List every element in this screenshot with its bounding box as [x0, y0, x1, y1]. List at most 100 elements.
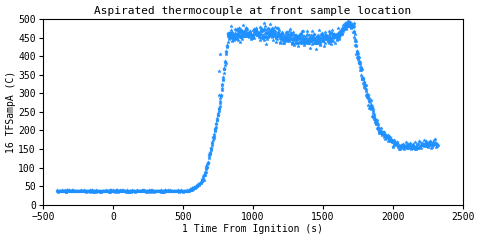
Point [294, 36, 301, 40]
Point [360, 82, 367, 85]
Point [232, 35, 240, 39]
Point [236, 35, 243, 38]
Point [425, 144, 433, 147]
Point [112, 189, 120, 193]
Point [308, 36, 316, 40]
Point [80, 189, 87, 193]
Point [224, 32, 232, 36]
Point [252, 33, 260, 37]
Point [415, 145, 423, 149]
Point [311, 41, 319, 45]
Point [137, 189, 145, 193]
Point [309, 36, 317, 40]
Point [255, 31, 263, 35]
Point [318, 37, 326, 41]
Point [332, 34, 339, 38]
Point [346, 20, 354, 24]
Point [390, 138, 398, 142]
Point [84, 189, 91, 193]
Point [253, 30, 261, 34]
Point [59, 189, 67, 193]
Point [115, 189, 122, 193]
Point [330, 32, 338, 36]
Point [339, 27, 347, 31]
Point [218, 82, 226, 86]
Point [311, 37, 319, 41]
Point [214, 114, 221, 117]
Point [249, 34, 257, 38]
Point [339, 29, 347, 33]
Point [166, 188, 174, 192]
Point [293, 37, 301, 41]
Point [373, 126, 381, 130]
Point [260, 35, 267, 39]
Point [129, 189, 136, 193]
Point [114, 190, 122, 193]
Point [75, 189, 83, 193]
Point [317, 37, 324, 41]
Point [282, 32, 290, 36]
Point [281, 34, 289, 38]
Point [132, 190, 139, 193]
Point [369, 110, 377, 114]
Point [185, 189, 192, 193]
Point [355, 60, 363, 64]
Point [288, 41, 296, 45]
Point [238, 35, 245, 39]
Point [72, 190, 79, 193]
Point [262, 24, 269, 28]
Point [429, 143, 436, 146]
Point [377, 130, 384, 134]
Point [276, 41, 284, 45]
Point [175, 190, 182, 193]
Point [183, 189, 191, 192]
Point [307, 36, 315, 40]
Point [304, 37, 312, 41]
Point [214, 113, 222, 117]
Point [105, 189, 113, 193]
Point [203, 164, 210, 168]
Point [265, 32, 273, 36]
Point [239, 29, 246, 33]
Point [338, 31, 346, 35]
Point [389, 140, 396, 144]
Point [249, 35, 257, 39]
Point [319, 34, 326, 38]
Point [189, 187, 197, 191]
Point [330, 33, 338, 37]
Point [164, 189, 171, 193]
Point [272, 33, 279, 37]
Point [167, 189, 174, 193]
Point [109, 188, 117, 192]
Point [202, 166, 210, 170]
Point [206, 151, 214, 155]
Point [168, 189, 176, 193]
Point [99, 189, 107, 193]
Point [242, 26, 250, 30]
Point [395, 147, 403, 151]
Point [410, 145, 418, 149]
Point [350, 30, 358, 33]
Point [400, 143, 408, 147]
Point [227, 28, 234, 32]
Point [354, 57, 362, 61]
Point [336, 30, 344, 34]
Point [385, 138, 393, 142]
Point [213, 118, 221, 122]
Point [358, 73, 365, 77]
Point [189, 186, 196, 190]
Point [279, 37, 287, 41]
Point [294, 41, 302, 45]
Point [171, 189, 179, 193]
Point [371, 115, 378, 119]
Point [289, 37, 297, 41]
Point [314, 33, 322, 37]
Point [270, 33, 277, 36]
Point [280, 36, 288, 40]
Point [340, 25, 348, 29]
Point [334, 31, 342, 35]
Point [144, 190, 152, 194]
Point [258, 36, 266, 40]
Point [260, 34, 268, 38]
Point [132, 189, 140, 193]
